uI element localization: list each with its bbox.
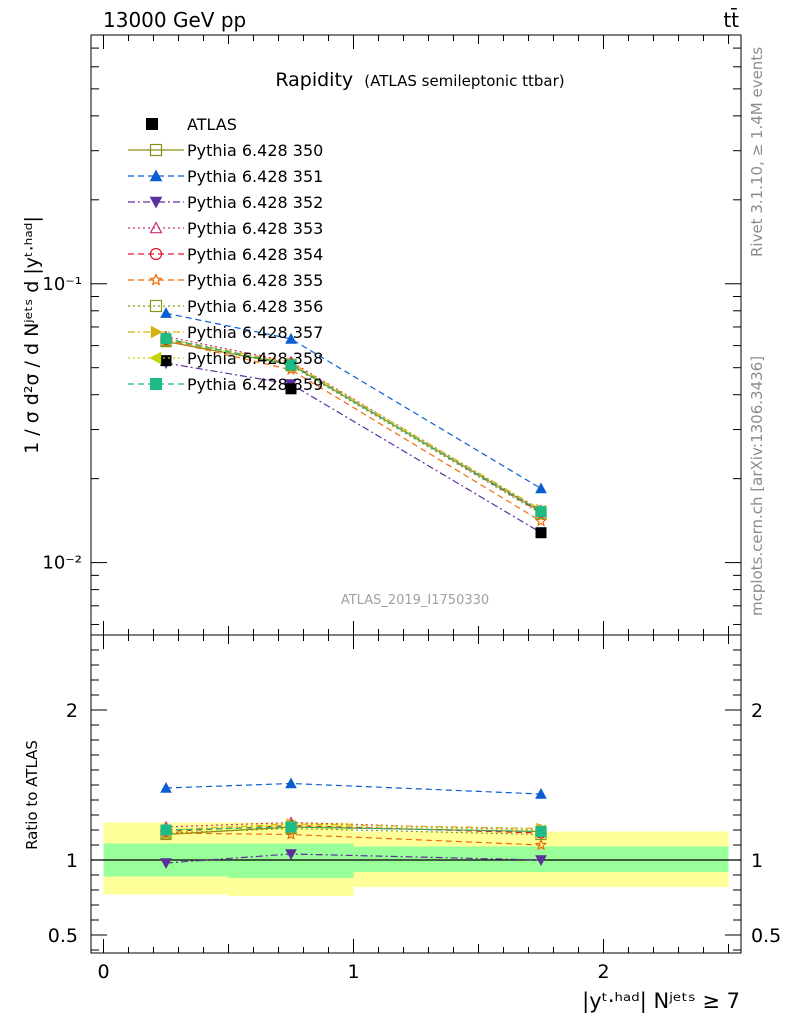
legend-label-9: Pythia 6.428 358 <box>187 349 323 368</box>
legend-label-3: Pythia 6.428 352 <box>187 193 323 212</box>
series-point-ratio-1-1 <box>285 777 297 789</box>
plot-title: Rapidity (ATLAS semileptonic ttbar) <box>275 69 564 91</box>
x-axis-label: |yᵗ·ʰᵃᵈ| Nʲᵉᵗˢ ≥ 7 <box>582 989 740 1014</box>
series-point-ratio-9-2 <box>535 826 547 837</box>
series-line-main-6 <box>165 340 542 515</box>
rivet-label: Rivet 3.1.10, ≥ 1.4M events <box>748 47 766 257</box>
y-tick-label: 10⁻² <box>42 553 82 574</box>
series-point-main-1-0 <box>160 307 172 318</box>
ratio-tick-label-right: 1 <box>751 850 763 872</box>
legend-label-2: Pythia 6.428 351 <box>187 167 323 186</box>
analysis-id-label: ATLAS_2019_I1750330 <box>341 593 489 608</box>
ratio-tick-label: 0.5 <box>48 925 78 947</box>
legend-marker-3 <box>149 196 163 209</box>
mcplots-label: mcplots.cern.ch [arXiv:1306.3436] <box>748 356 766 616</box>
ratio-panel-frame <box>90 634 742 954</box>
series-point-main-9-2 <box>535 506 547 518</box>
series-line-main-9 <box>165 338 542 513</box>
process-label: tt̄ <box>723 7 739 32</box>
legend-marker-1 <box>149 143 163 157</box>
series-point-ratio-5-2 <box>534 838 548 851</box>
legend-marker-0 <box>146 118 158 130</box>
legend-label-10: Pythia 6.428 359 <box>187 375 323 394</box>
legend-marker-6 <box>149 272 163 286</box>
series-lines <box>165 312 542 864</box>
legend-marker-9 <box>149 351 162 365</box>
series-line-ratio-5 <box>165 832 542 846</box>
ratio-tick-label-right: 2 <box>751 700 763 722</box>
data-markers <box>159 307 548 870</box>
series-point-main-5-2 <box>534 514 548 527</box>
series-line-main-5 <box>165 340 542 522</box>
series-point-ratio-2-2 <box>535 855 547 867</box>
x-tick-label: 2 <box>597 961 609 983</box>
legend-label-5: Pythia 6.428 354 <box>187 245 323 264</box>
series-point-ratio-1-2 <box>535 787 547 799</box>
legend-label-4: Pythia 6.428 353 <box>187 219 323 238</box>
series-point-main-1-2 <box>535 482 547 494</box>
band-inner-1 <box>228 843 354 878</box>
series-line-main-1 <box>165 312 542 490</box>
legend-marker-10 <box>150 378 162 390</box>
axis-ticks: 0 1 2 10⁻² 10⁻¹ 0.5 0.5 1 1 2 2 <box>42 35 781 983</box>
legend-label-7: Pythia 6.428 356 <box>187 297 323 316</box>
legend-label-6: Pythia 6.428 355 <box>187 271 323 290</box>
plot-title-main: Rapidity <box>275 69 353 91</box>
legend-label-8: Pythia 6.428 357 <box>187 323 323 342</box>
series-line-main-8 <box>165 339 542 512</box>
energy-label: 13000 GeV pp <box>103 8 246 32</box>
series-line-ratio-1 <box>165 782 542 795</box>
x-tick-label: 0 <box>97 961 109 983</box>
series-line-main-7 <box>165 338 542 511</box>
y-axis-label: 1 / σ d²σ / d Nʲᵉᵗˢ d |yᵗ·ʰᵃᵈ| <box>21 216 43 454</box>
series-point-ratio-2-0 <box>160 858 172 870</box>
legend: ATLAS Pythia 6.428 350 Pythia 6.428 351 Pyt… <box>128 115 323 394</box>
legend-marker-4 <box>149 221 163 234</box>
legend-marker-7 <box>149 299 163 313</box>
data-point-2 <box>535 527 547 539</box>
series-point-ratio-1-0 <box>160 781 172 793</box>
series-point-ratio-2-1 <box>285 849 297 861</box>
ratio-tick-label: 1 <box>66 850 78 872</box>
series-point-main-9-0 <box>160 333 172 345</box>
ratio-tick-label: 2 <box>66 700 78 722</box>
legend-marker-2 <box>149 169 163 182</box>
data-point-0 <box>160 355 172 367</box>
legend-label-1: Pythia 6.428 350 <box>187 141 323 160</box>
legend-label-0: ATLAS <box>187 115 237 134</box>
series-point-main-1-1 <box>285 332 297 344</box>
legend-marker-5 <box>149 247 163 261</box>
ratio-tick-label-right: 0.5 <box>751 925 781 947</box>
plot-frames <box>90 34 742 954</box>
legend-marker-8 <box>150 325 163 339</box>
data-point-1 <box>285 383 297 395</box>
plot-subtitle: (ATLAS semileptonic ttbar) <box>364 72 564 90</box>
y-tick-label: 10⁻¹ <box>42 274 82 295</box>
series-point-main-9-1 <box>285 359 297 371</box>
series-point-ratio-9-0 <box>160 824 172 836</box>
x-tick-label: 1 <box>347 961 359 983</box>
ratio-y-axis-label: Ratio to ATLAS <box>23 740 41 850</box>
series-point-ratio-9-1 <box>285 821 297 833</box>
